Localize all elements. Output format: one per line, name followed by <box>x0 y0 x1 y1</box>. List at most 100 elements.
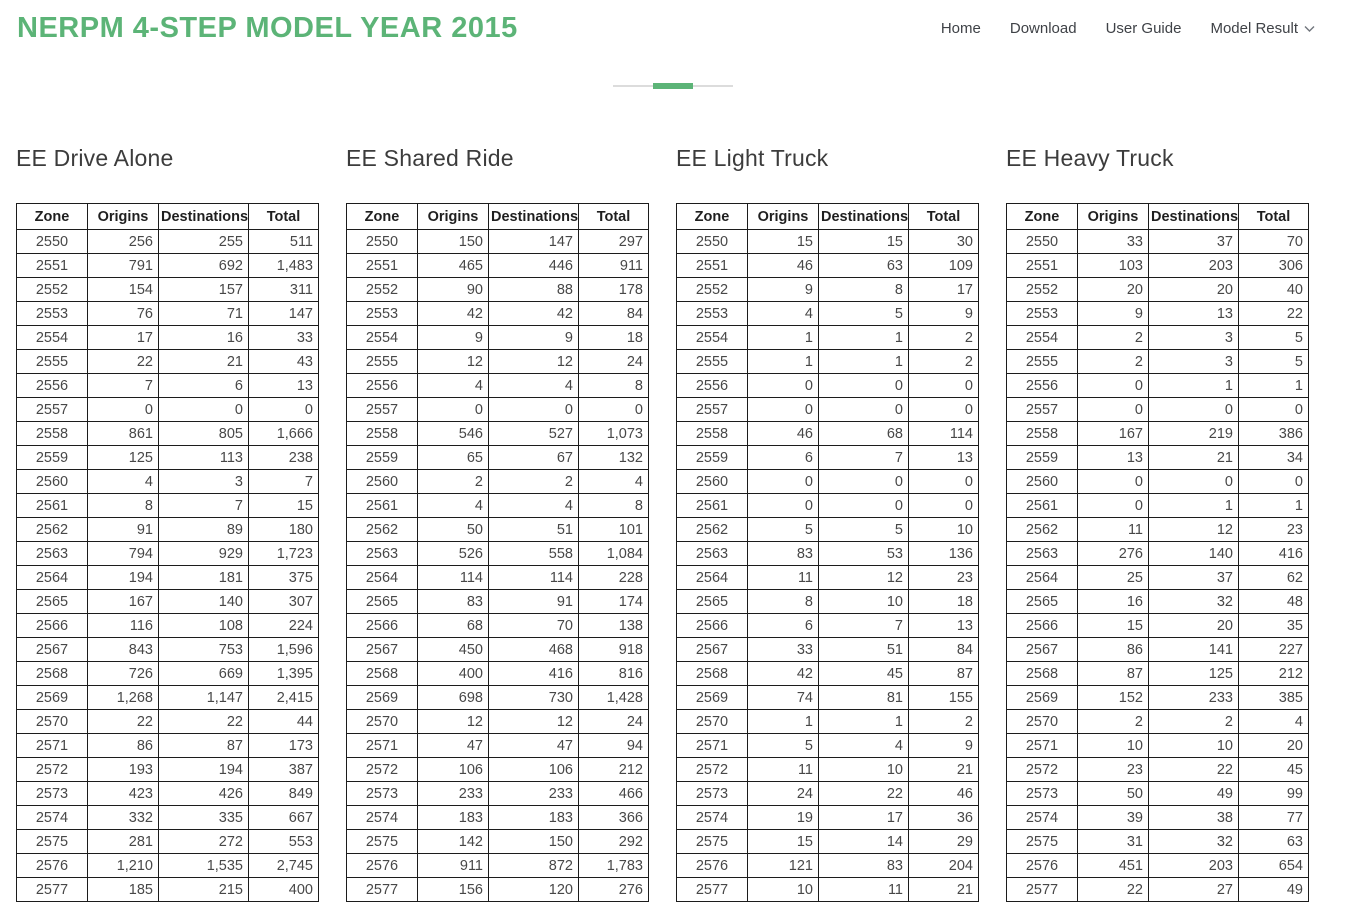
table-row: 2574 19 17 36 <box>676 805 979 830</box>
origins-cell: 8 <box>87 493 159 518</box>
zone-cell: 2554 <box>676 325 748 350</box>
destinations-cell: 20 <box>1148 613 1239 638</box>
total-cell: 18 <box>578 325 649 350</box>
table-row: 2552 9 8 17 <box>676 277 979 302</box>
destinations-cell: 113 <box>158 445 249 470</box>
zone-cell: 2576 <box>346 853 418 878</box>
total-cell: 0 <box>578 397 649 422</box>
table-row: 2567 33 51 84 <box>676 637 979 662</box>
total-cell: 2 <box>908 349 979 374</box>
origins-cell: 423 <box>87 781 159 806</box>
table-row: 2550 256 255 511 <box>16 229 319 254</box>
origins-cell: 0 <box>1077 397 1149 422</box>
table-row: 2565 16 32 48 <box>1006 589 1309 614</box>
total-cell: 212 <box>1238 661 1309 686</box>
destinations-cell: 22 <box>1148 757 1239 782</box>
table-row: 2562 91 89 180 <box>16 517 319 542</box>
total-cell: 553 <box>248 829 319 854</box>
table-row: 2552 154 157 311 <box>16 277 319 302</box>
table-row: 2577 185 215 400 <box>16 877 319 902</box>
zone-cell: 2565 <box>1006 589 1078 614</box>
destinations-cell: 181 <box>158 565 249 590</box>
table-row: 2569 152 233 385 <box>1006 685 1309 710</box>
total-cell: 109 <box>908 253 979 278</box>
zone-cell: 2552 <box>346 277 418 302</box>
zone-cell: 2570 <box>676 709 748 734</box>
column-header-destinations: Destinations <box>488 203 579 230</box>
zone-cell: 2572 <box>16 757 88 782</box>
table-title: EE Heavy Truck <box>1006 145 1174 171</box>
origins-cell: 42 <box>417 301 489 326</box>
destinations-cell: 215 <box>158 877 249 902</box>
chevron-down-icon <box>1304 25 1315 33</box>
zone-cell: 2568 <box>1006 661 1078 686</box>
destinations-cell: 81 <box>818 685 909 710</box>
destinations-cell: 71 <box>158 301 249 326</box>
total-cell: 43 <box>248 349 319 374</box>
table-row: 2560 0 0 0 <box>676 469 979 494</box>
table-row: 2566 116 108 224 <box>16 613 319 638</box>
table-row: 2576 911 872 1,783 <box>346 853 649 878</box>
table-title: EE Light Truck <box>676 145 829 171</box>
nav-link-home[interactable]: Home <box>941 20 981 37</box>
zone-cell: 2576 <box>676 853 748 878</box>
zone-cell: 2569 <box>1006 685 1078 710</box>
table-row: 2570 12 12 24 <box>346 709 649 734</box>
destinations-cell: 12 <box>488 709 579 734</box>
origins-cell: 11 <box>747 757 819 782</box>
table-row: 2550 150 147 297 <box>346 229 649 254</box>
total-cell: 2 <box>908 325 979 350</box>
origins-cell: 86 <box>1077 637 1149 662</box>
zone-cell: 2575 <box>1006 829 1078 854</box>
destinations-cell: 446 <box>488 253 579 278</box>
destinations-cell: 1 <box>1148 493 1239 518</box>
zone-cell: 2575 <box>346 829 418 854</box>
zone-cell: 2573 <box>16 781 88 806</box>
table-title: EE Drive Alone <box>16 145 174 171</box>
destinations-cell: 49 <box>1148 781 1239 806</box>
zone-cell: 2566 <box>346 613 418 638</box>
total-cell: 1,483 <box>248 253 319 278</box>
nav-link-download[interactable]: Download <box>1010 20 1077 37</box>
total-cell: 2,745 <box>248 853 319 878</box>
origins-cell: 22 <box>1077 877 1149 902</box>
origins-cell: 74 <box>747 685 819 710</box>
total-cell: 10 <box>908 517 979 542</box>
zone-cell: 2568 <box>676 661 748 686</box>
table-row: 2556 4 4 8 <box>346 373 649 398</box>
destinations-cell: 3 <box>1148 325 1239 350</box>
table-row: 2569 74 81 155 <box>676 685 979 710</box>
destinations-cell: 805 <box>158 421 249 446</box>
total-cell: 1,428 <box>578 685 649 710</box>
table-row: 2550 33 37 70 <box>1006 229 1309 254</box>
origins-cell: 154 <box>87 277 159 302</box>
zone-cell: 2567 <box>1006 637 1078 662</box>
table-row: 2565 83 91 174 <box>346 589 649 614</box>
column-header-zone: Zone <box>346 203 418 230</box>
zone-cell: 2555 <box>16 349 88 374</box>
column-header-total: Total <box>248 203 319 230</box>
nav-link-user-guide[interactable]: User Guide <box>1106 20 1182 37</box>
table-row: 2569 698 730 1,428 <box>346 685 649 710</box>
total-cell: 5 <box>1238 325 1309 350</box>
nav-link-model-result[interactable]: Model Result <box>1210 20 1315 37</box>
total-cell: 2,415 <box>248 685 319 710</box>
table-row: 2562 5 5 10 <box>676 517 979 542</box>
zone-cell: 2577 <box>346 877 418 902</box>
destinations-cell: 13 <box>1148 301 1239 326</box>
table-row: 2553 42 42 84 <box>346 301 649 326</box>
origins-cell: 2 <box>1077 349 1149 374</box>
zone-cell: 2552 <box>676 277 748 302</box>
origins-cell: 114 <box>417 565 489 590</box>
table-row: 2555 12 12 24 <box>346 349 649 374</box>
total-cell: 46 <box>908 781 979 806</box>
total-cell: 204 <box>908 853 979 878</box>
destinations-cell: 426 <box>158 781 249 806</box>
zone-cell: 2560 <box>16 469 88 494</box>
origins-cell: 276 <box>1077 541 1149 566</box>
column-header-destinations: Destinations <box>158 203 249 230</box>
table-row: 2572 106 106 212 <box>346 757 649 782</box>
zone-cell: 2572 <box>346 757 418 782</box>
origins-cell: 33 <box>1077 229 1149 254</box>
origins-cell: 256 <box>87 229 159 254</box>
